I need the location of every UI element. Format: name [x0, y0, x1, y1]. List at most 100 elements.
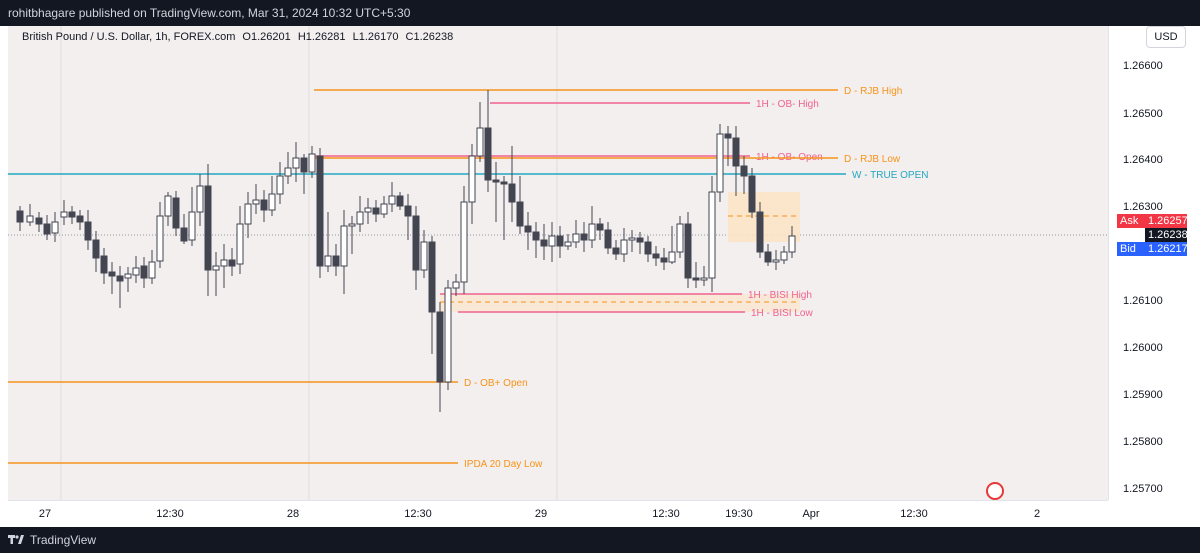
candle-body: [788, 235, 796, 253]
candle-body: [220, 259, 228, 267]
candle-body: [724, 133, 732, 139]
candle-body: [308, 153, 316, 173]
price-tick: 1.26500: [1123, 108, 1163, 120]
candle-body: [772, 259, 780, 263]
candle-body: [612, 247, 620, 255]
candle-body: [708, 191, 716, 279]
ohlc-open: O1.26201: [242, 31, 291, 43]
candle-body: [596, 223, 604, 231]
symbol-name: British Pound / U.S. Dollar, 1h, FOREX.c…: [22, 31, 236, 43]
candle-body: [700, 277, 708, 281]
level-label: W - TRUE OPEN: [852, 170, 928, 181]
price-tick: 1.25700: [1123, 483, 1163, 495]
candle-body: [484, 127, 492, 181]
time-axis[interactable]: 27 12:30 28 12:30 29 12:30 19:30 Apr 12:…: [8, 500, 1108, 527]
price-tick: 1.26600: [1123, 60, 1163, 72]
candle-body: [396, 195, 404, 207]
candle-body: [660, 257, 668, 263]
price-axis[interactable]: 1.26600 1.26500 1.26400 1.26300 1.26100 …: [1108, 26, 1200, 500]
price-tick: 1.26100: [1123, 295, 1163, 307]
candle-body: [756, 211, 764, 253]
level-label: D - OB+ Open: [464, 378, 528, 389]
candle-body: [284, 167, 292, 177]
time-tick: 12:30: [404, 508, 432, 520]
candle-body: [316, 155, 324, 267]
candle-body: [68, 211, 76, 218]
candle-body: [468, 155, 476, 203]
chart-frame: D - RJB High 1H - OB- High 1H - OB- Open D …: [0, 26, 1200, 527]
candle-body: [476, 127, 484, 157]
candle-body: [652, 253, 660, 259]
candle-body: [212, 265, 220, 271]
candle-body: [108, 271, 116, 277]
candle-body: [268, 193, 276, 211]
candle-body: [300, 157, 308, 173]
candle-body: [580, 233, 588, 241]
candle-body: [732, 137, 740, 167]
candle-body: [324, 255, 332, 267]
candle-body: [780, 251, 788, 261]
candle-body: [604, 229, 612, 249]
candle-body: [204, 185, 212, 271]
candle-body: [548, 235, 556, 247]
candle-body: [51, 221, 59, 234]
candle-body: [556, 235, 564, 247]
ohlc-high: H1.26281: [297, 31, 346, 43]
candle-body: [636, 237, 644, 243]
candle-body: [420, 241, 428, 271]
candle-body: [508, 183, 516, 203]
candle-body: [92, 239, 100, 259]
candle-body: [140, 265, 148, 279]
candle-body: [172, 197, 180, 229]
candle-body: [532, 231, 540, 241]
us-flag-icon[interactable]: [986, 482, 1004, 500]
bid-tag-label: Bid: [1117, 242, 1145, 256]
candle-body: [35, 217, 43, 225]
candle-body: [292, 157, 300, 169]
candle-body: [332, 255, 340, 267]
candle-body: [628, 237, 636, 241]
candle-body: [156, 215, 164, 262]
candle-body: [492, 179, 500, 183]
candle-body: [164, 195, 172, 217]
candle-body: [388, 195, 396, 205]
candle-body: [668, 251, 676, 263]
last-price-tag: 1.26238: [1145, 228, 1188, 242]
chart-plot-area[interactable]: D - RJB High 1H - OB- High 1H - OB- Open D …: [8, 26, 1108, 500]
candle-body: [180, 227, 188, 242]
candle-body: [148, 261, 156, 279]
price-tick: 1.25800: [1123, 436, 1163, 448]
candle-body: [692, 277, 700, 281]
time-tick: 27: [38, 508, 52, 520]
candle-body: [676, 223, 684, 253]
candle-body: [524, 225, 532, 233]
candle-body: [436, 311, 444, 383]
candle-body: [340, 225, 348, 267]
footer-bar: TradingView: [0, 527, 1200, 553]
level-label: 1H - BISI Low: [751, 308, 813, 319]
ask-tag-label: Ask: [1117, 214, 1145, 228]
bid-price-tag: 1.26217: [1145, 242, 1188, 256]
candle-body: [748, 175, 756, 213]
candle-body: [276, 175, 284, 195]
candle-body: [26, 215, 34, 223]
ask-price-tag: 1.26257: [1145, 214, 1188, 228]
time-tick: Apr: [802, 508, 820, 520]
candle-body: [236, 223, 244, 265]
currency-button[interactable]: USD: [1146, 26, 1186, 48]
candle-body: [60, 211, 68, 218]
time-tick: 12:30: [156, 508, 184, 520]
candle-body: [412, 215, 420, 271]
candle-body: [564, 241, 572, 247]
candle-body: [43, 223, 51, 235]
candle-body: [452, 281, 460, 289]
candle-body: [764, 251, 772, 263]
bisi-zone-box: [440, 294, 800, 312]
ohlc-low: L1.26170: [352, 31, 399, 43]
ob-zone-box: [728, 192, 800, 242]
tradingview-logo-icon: [8, 535, 24, 544]
time-tick: 2: [1033, 508, 1041, 520]
price-tick: 1.26300: [1123, 201, 1163, 213]
candle-body: [244, 203, 252, 225]
